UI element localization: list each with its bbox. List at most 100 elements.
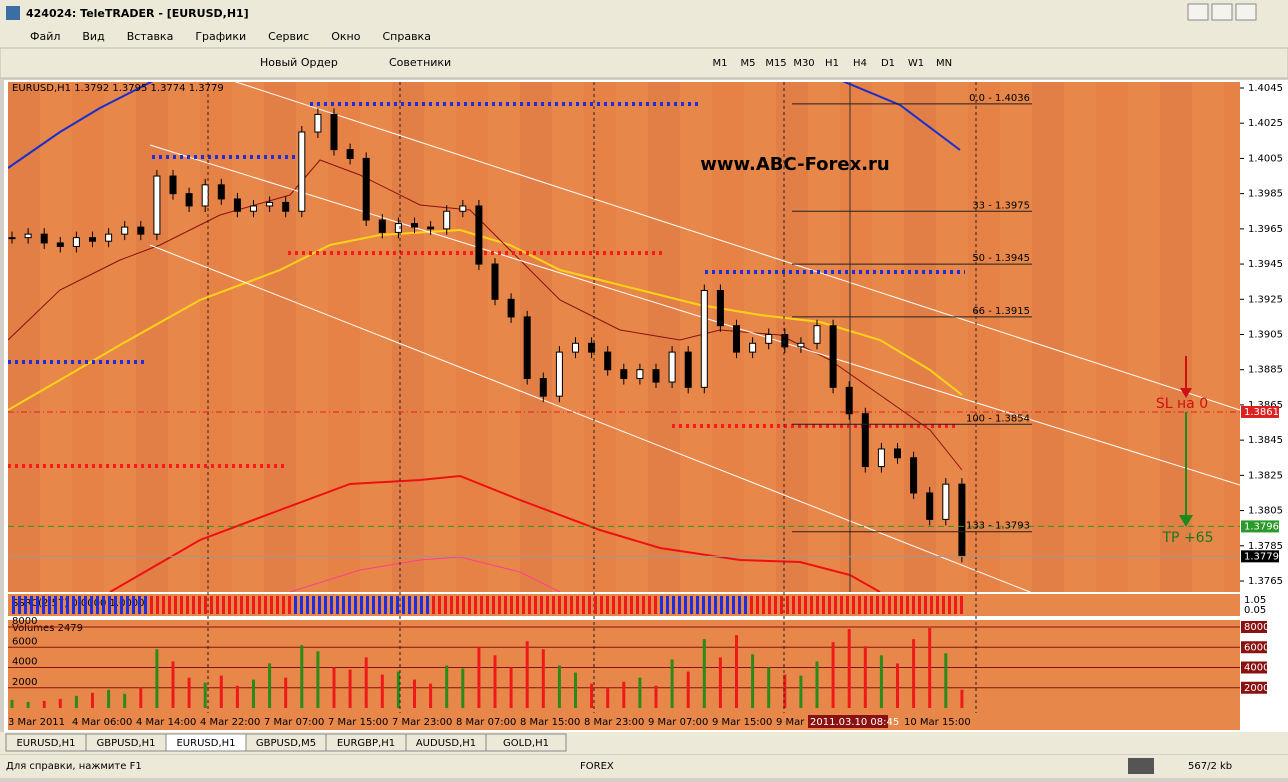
ssrc-bar [828,596,831,614]
menu-item[interactable]: Окно [331,30,360,43]
ssrc-bar [84,596,87,614]
tab-label[interactable]: AUDUSD,H1 [416,738,476,749]
experts[interactable]: Советники [389,56,451,69]
candle [877,448,885,468]
ssrc-bar [402,596,405,614]
ssrc-bar [486,596,489,614]
volume-bar [332,667,336,708]
tab-label[interactable]: EURUSD,H1 [176,738,235,749]
timeframe[interactable]: H4 [853,58,867,69]
ssrc-bar [480,596,483,614]
volume-bar [847,629,851,708]
ssrc-bar [30,596,33,614]
volume-bar [26,701,30,708]
tab-label[interactable]: EURGBP,H1 [337,738,395,749]
indicator-tick: 0.05 [1244,605,1266,616]
status-profile: FOREX [580,761,614,772]
volume-bar [960,689,964,708]
price-label-bg [1241,520,1279,533]
ssrc-bar [168,596,171,614]
ssrc-bar [750,596,753,614]
ssrc-bar [378,596,381,614]
stripe [136,82,168,592]
timeframe[interactable]: MN [936,58,952,69]
ssrc-bar [426,596,429,614]
candle [894,448,901,459]
close[interactable] [1235,3,1257,21]
ma-slow [8,228,963,411]
stripe [200,82,232,592]
menu-item[interactable]: Вид [82,30,105,43]
ssrc-bar [690,596,693,614]
candle [813,325,821,344]
time-label: 9 Mar 2 [776,717,814,728]
time-label: 7 Mar 07:00 [264,717,324,728]
minimize[interactable] [1187,3,1209,21]
timeframe[interactable]: M30 [793,58,814,69]
menu-item[interactable]: Сервис [268,30,309,43]
timeframe[interactable]: M5 [741,58,756,69]
ssrc-bar [918,596,921,614]
volume-bar [171,661,175,708]
candle [604,351,612,371]
new-order[interactable]: Новый Ордер [260,56,338,69]
tab-label[interactable]: GBPUSD,H1 [96,738,155,749]
menu-item[interactable]: Справка [382,30,430,43]
candle [330,113,338,151]
ssrc-bar [534,596,537,614]
tab-label[interactable]: EURUSD,H1 [16,738,75,749]
volume-bar [509,667,513,708]
ssrc-bar [48,596,51,614]
candle [845,386,853,415]
volume-bar [670,659,674,708]
price-label-bg [1241,405,1279,418]
ssrc-bar [174,596,177,614]
candle [942,483,950,520]
timeframe[interactable]: W1 [908,58,924,69]
volume-bar [284,677,288,708]
timeframe[interactable]: M15 [765,58,786,69]
ssrc-bar [42,596,45,614]
volume-tick-label: 2000 [12,677,37,688]
channel-line [234,82,1240,411]
ssrc-bar [474,596,477,614]
stripe [1224,82,1240,592]
volume-bar [879,655,883,708]
timeframe[interactable]: M1 [713,58,728,69]
y-tick-label: 1.4025 [1248,118,1283,129]
stripe [8,82,40,592]
menu-item[interactable]: Файл [30,30,60,43]
menu-item[interactable]: Графики [195,30,246,43]
band-upper [842,82,961,151]
candle [572,342,579,353]
candle [620,369,628,380]
time-label: 4 Mar 14:00 [136,717,196,728]
y-tick-label: 1.3905 [1248,330,1283,341]
candle [121,226,129,235]
tab-label[interactable]: GOLD,H1 [503,738,549,749]
maximize[interactable] [1211,3,1233,21]
ssrc-bar [324,596,327,614]
tab[interactable] [485,733,567,752]
tab-label[interactable]: GBPUSD,M5 [256,738,316,749]
app-icon [6,6,20,20]
ssrc-bar [636,596,639,614]
ssrc-bar [900,596,903,614]
ssrc-bar [138,596,141,614]
ssrc-bar [618,596,621,614]
volume-bar [799,675,803,708]
timeframe[interactable]: D1 [881,58,895,69]
volume-tick-label: 6000 [1244,642,1269,653]
candle [266,201,274,207]
timeframe[interactable]: H1 [825,58,839,69]
ssrc-bar [600,596,603,614]
y-tick-label: 1.3925 [1248,294,1283,305]
time-label: 9 Mar 07:00 [648,717,708,728]
menu-item[interactable]: Вставка [127,30,174,43]
ssrc-bar [78,596,81,614]
ssrc-bar [648,596,651,614]
indicator-tick: 1.05 [1244,595,1266,606]
channel-line [149,144,1240,486]
ssrc-bar [942,596,945,614]
